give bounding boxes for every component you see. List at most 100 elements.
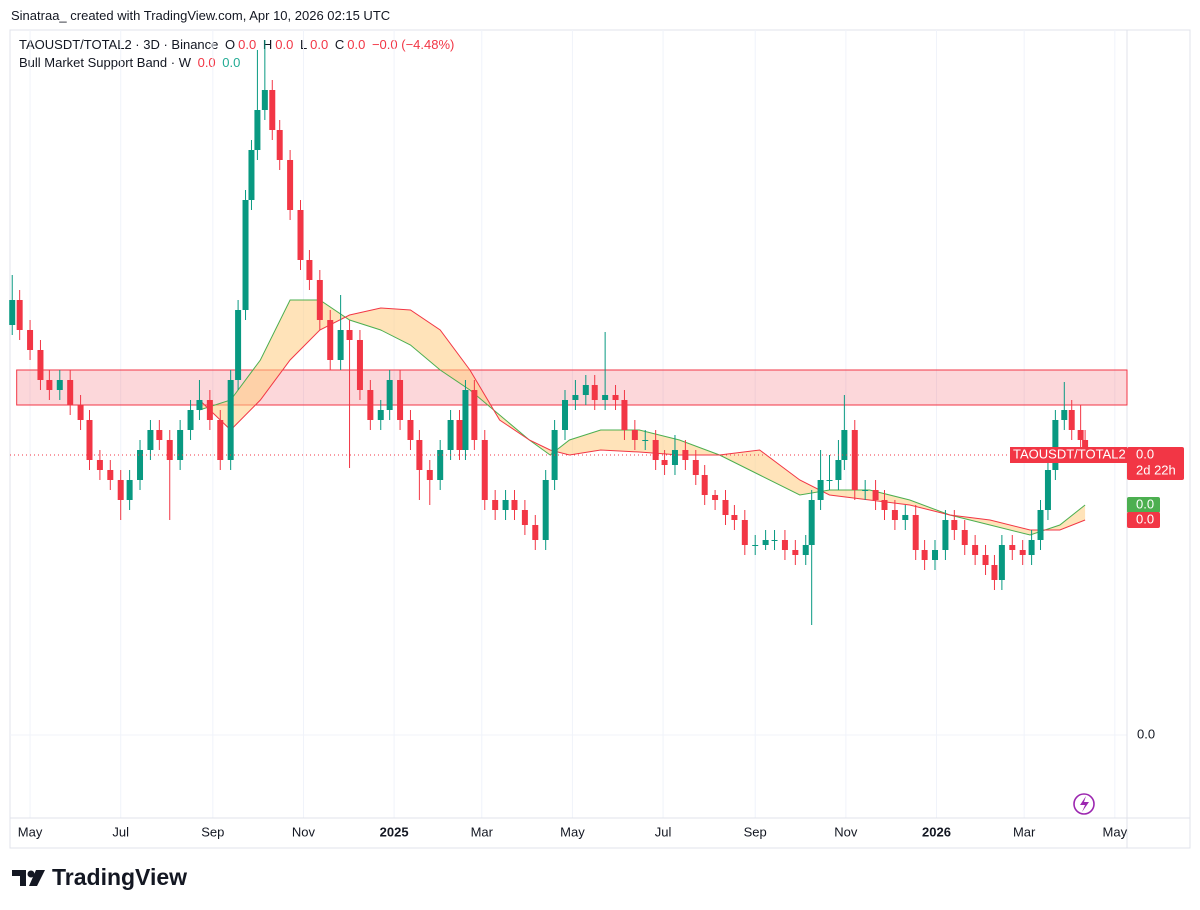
zone [16,369,1128,406]
candle-body [1009,545,1016,550]
symbol-legend: TAOUSDT/TOTAL2 · 3D · Binance O 0.0 H 0.0 … [19,37,457,52]
candle-body [137,450,144,480]
header: Sinatraa_ created with TradingView.com, … [11,8,391,23]
candle-body [356,340,363,390]
candle-body [367,390,374,420]
candle-body [447,420,454,450]
candle-body [692,460,699,475]
candle-body [502,500,509,510]
x-tick-label: Sep [201,824,224,839]
candle-body [217,420,224,460]
x-tick-label: Jul [655,824,672,839]
candle-body [462,390,469,450]
candle-body [932,550,939,560]
candle-body [327,320,334,360]
candle-body [337,330,344,360]
candle-body [177,430,184,460]
candle-body [27,330,34,350]
candle-body [96,460,103,470]
candle-body [297,210,304,260]
candle-body [287,160,294,210]
candle-body [407,420,414,440]
candle-body [862,490,869,491]
candle-body [196,400,203,410]
candle-body [572,395,579,400]
candle-body [227,380,234,460]
candle-body [542,480,549,540]
candle-body [187,410,194,430]
symbol-tag-label: TAOUSDT/TOTAL2 [1013,446,1126,461]
candle-body [269,90,276,130]
x-tick-label: Jul [112,824,129,839]
candle-body [982,555,989,565]
x-tick-label: 2025 [380,824,409,839]
chart: May Jul Sep Nov 2025 Mar May Jul Sep Nov 2026 Mar Ma… [9,29,1191,849]
candle-body [582,385,589,395]
candle-body [951,520,958,530]
y-tick-label: 0.0 [1137,726,1155,741]
indicator-value: 0.0 [197,55,216,70]
candle-body [86,420,93,460]
symbol: TAOUSDT/TOTAL2 · 3D · Binance [19,37,219,52]
grid [10,30,1127,818]
indicator-legend: Bull Market Support Band · W 0.0 0.0 [19,55,243,70]
ohlc-key: C [334,37,345,52]
candle-body [991,565,998,580]
candle-body [802,545,809,555]
candle-body [107,470,114,480]
band-line [199,307,1086,531]
band-tag [1127,497,1160,513]
candle-body [602,395,609,400]
band-fill [199,300,1086,535]
candle-body [316,280,323,320]
candle-body [1037,510,1044,540]
candle-body [9,300,16,325]
candle-body [872,490,879,500]
ohlc-key: H [262,37,273,52]
ohlc-value: 0.0 [347,37,366,52]
x-tick-label: May [1103,824,1128,839]
candle-body [386,380,393,410]
candle-body [1061,410,1068,420]
lightning-icon [1073,793,1095,815]
candle-body [902,515,909,520]
candle-body [16,300,23,330]
candle-body [397,380,404,420]
x-tick-label: Nov [834,824,858,839]
countdown: 2d 22h [1136,462,1176,477]
candle-body [67,380,74,405]
candle-body [1068,410,1075,430]
candle-body [481,440,488,500]
candle-body [891,510,898,520]
candle-body [671,450,678,465]
candle-body [426,470,433,480]
logo-mark [12,869,45,886]
candle-body [117,480,124,500]
candle-body [416,440,423,470]
ohlc-key: O [225,37,236,52]
candle-body [261,90,268,110]
candle-body [817,480,824,500]
candle-body [752,545,759,546]
candle-body [621,400,628,430]
candle-body [46,380,53,390]
candle-body [712,495,719,500]
candle-body [881,500,888,510]
candle-body [631,430,638,440]
candle-body [471,390,478,440]
candle-body [612,395,619,400]
candle-body [921,550,928,560]
candle-body [851,430,858,490]
indicator-value: 0.0 [222,55,241,70]
frame [9,29,1191,849]
candle-body [841,430,848,460]
candle-body [562,400,569,430]
candle-body [521,510,528,525]
candle-body [972,545,979,555]
candle-body [532,525,539,540]
candle-body [912,515,919,550]
candle-body [771,540,778,541]
candle-body [206,400,213,420]
band-line [199,299,1086,536]
